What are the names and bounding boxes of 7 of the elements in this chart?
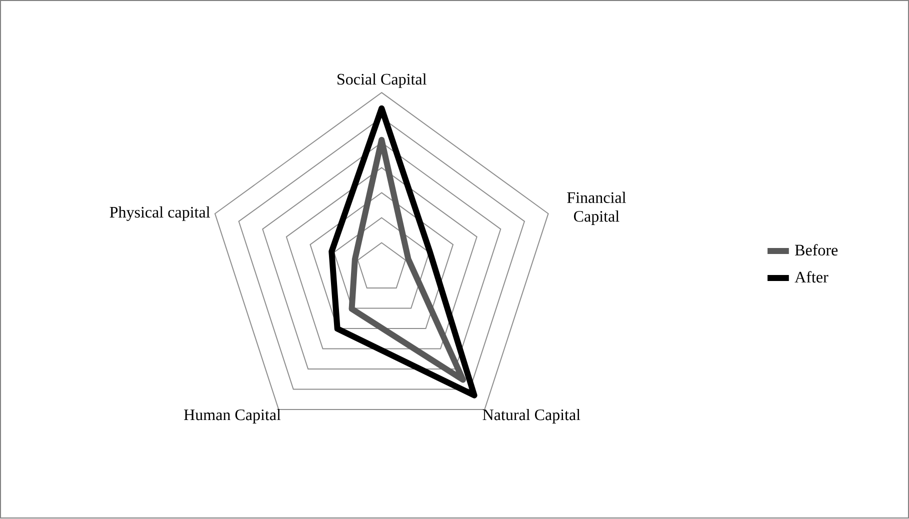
spoke-label: Financial Capital bbox=[567, 192, 626, 226]
spoke-label: Natural Capital bbox=[482, 409, 580, 424]
spoke-label: Social Capital bbox=[338, 74, 426, 88]
spoke-label: Human Capital bbox=[184, 409, 281, 424]
legend-label: After bbox=[794, 271, 828, 283]
spoke-label: Physical capital bbox=[110, 206, 210, 222]
legend-label: Before bbox=[795, 244, 838, 256]
